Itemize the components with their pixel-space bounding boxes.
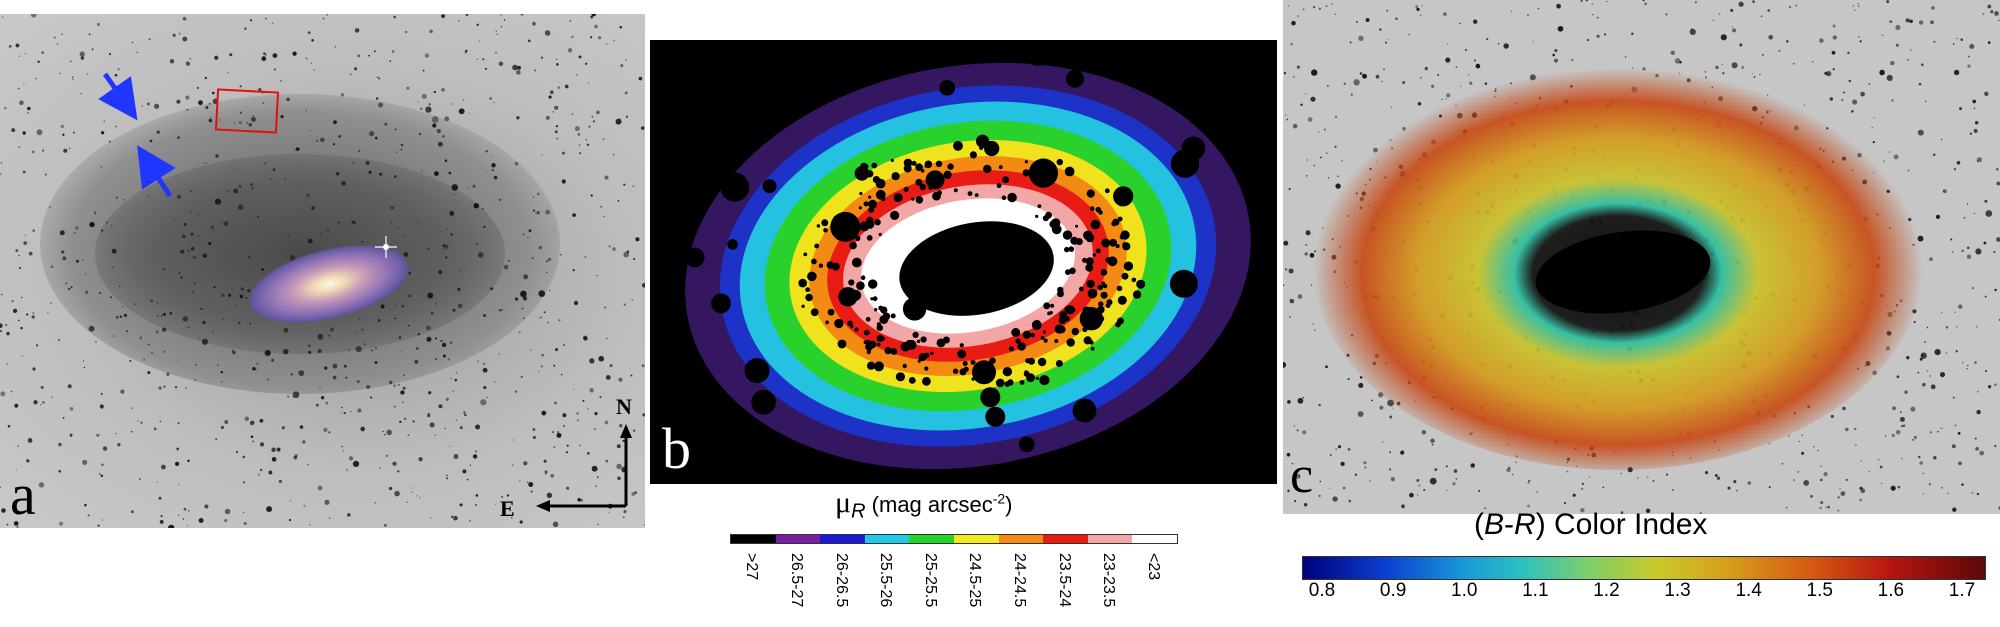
ci-tick-label: 1.3 — [1664, 580, 1691, 601]
bin-label: >27 — [743, 553, 761, 581]
units-exponent: -2 — [992, 490, 1006, 507]
surface-brightness-bins — [730, 534, 1178, 544]
bin-label: <23 — [1144, 553, 1162, 581]
ci-dash: - — [1504, 508, 1515, 541]
ci-tick-label: 1.4 — [1735, 580, 1762, 601]
arrow-lower — [137, 145, 176, 198]
panel-a-deep-image: N E a — [0, 14, 645, 528]
panel-label-c: c — [1290, 447, 1314, 504]
units-suffix: ) — [1005, 492, 1013, 517]
bright-star — [375, 236, 397, 258]
blue-arrows — [98, 72, 176, 198]
panel-label-a: a — [10, 462, 36, 527]
bin-swatch — [820, 535, 865, 543]
bin-swatch — [998, 535, 1044, 543]
ci-tick-label: 1.1 — [1522, 580, 1549, 601]
bin-swatch — [775, 535, 821, 543]
ci-tick-label: 0.8 — [1308, 580, 1336, 601]
star-field — [0, 14, 645, 528]
ci-tick-label: 1.7 — [1948, 580, 1976, 601]
panel-b-surface-brightness-map: b — [650, 40, 1277, 484]
surface-brightness-legend-title: μR (mag arcsec-2) — [835, 486, 1013, 523]
ci-tick-label: 1.5 — [1806, 580, 1833, 601]
units-prefix: (mag arcsec — [871, 492, 993, 517]
color-index-overlay — [1313, 60, 1923, 470]
bin-swatch — [731, 535, 776, 543]
bin-swatch — [864, 535, 910, 543]
ci-paren-open: ( — [1474, 508, 1484, 541]
mu-subscript: R — [851, 500, 866, 523]
panel-c-color-index-map — [1283, 0, 2000, 514]
mu-symbol: μ — [835, 486, 852, 519]
bin-label: 25-25.5 — [921, 553, 939, 608]
bin-swatch — [909, 535, 954, 543]
bin-label: 25.5-26 — [877, 553, 895, 608]
ci-tick-label: 1.0 — [1451, 580, 1478, 601]
ci-tick-label: 1.6 — [1877, 580, 1905, 601]
bin-swatch — [1087, 535, 1133, 543]
panel-label-b: b — [662, 416, 691, 481]
bin-label: 26.5-27 — [787, 553, 805, 608]
ci-r-letter: R — [1514, 508, 1536, 541]
ci-tick-label: 0.9 — [1379, 580, 1407, 601]
bin-label: 24-24.5 — [1010, 553, 1028, 608]
bin-swatch — [953, 535, 999, 543]
compass — [536, 424, 632, 512]
bin-label: 24.5-25 — [966, 553, 984, 608]
ci-tick-label: 1.2 — [1593, 580, 1620, 601]
compass-north-label: N — [616, 394, 632, 419]
bin-label: 23.5-24 — [1055, 553, 1073, 608]
bin-swatch — [1132, 535, 1177, 543]
color-index-colorbar — [1302, 556, 1986, 580]
bin-label: 26-26.5 — [832, 553, 850, 608]
ci-suffix: ) Color Index — [1535, 508, 1708, 541]
arrow-upper — [98, 72, 138, 121]
ci-b-letter: B — [1484, 508, 1505, 541]
bin-label: 23-23.5 — [1100, 553, 1118, 608]
compass-east-label: E — [500, 496, 515, 521]
surface-brightness-contours — [675, 40, 1259, 484]
color-index-legend-title: (B-R) Color Index — [1474, 508, 1707, 542]
bin-swatch — [1043, 535, 1088, 543]
